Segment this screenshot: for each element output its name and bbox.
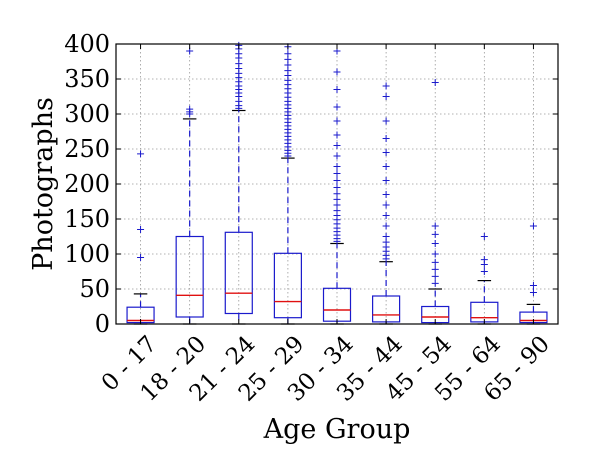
outlier-point: [382, 222, 390, 230]
outlier-point: [431, 222, 439, 230]
outlier-point: [431, 79, 439, 86]
y-tick-label: 250: [64, 135, 110, 163]
outlier-point: [382, 117, 390, 125]
outlier-point: [333, 177, 341, 184]
y-axis-label: Photographs: [28, 97, 59, 271]
outlier-point: [382, 191, 390, 198]
outlier-point: [333, 117, 341, 125]
y-tick-label: 350: [64, 65, 110, 93]
outlier-point: [431, 265, 439, 273]
outlier-point: [137, 254, 145, 261]
outlier-point: [284, 50, 292, 58]
outlier-point: [431, 279, 439, 287]
y-tick-label: 400: [64, 30, 110, 58]
outlier-point: [137, 226, 145, 233]
outlier-point: [333, 86, 341, 93]
outlier-point: [382, 212, 390, 219]
outlier-point: [382, 177, 390, 184]
y-tick-label: 200: [64, 170, 110, 198]
outlier-point: [382, 233, 390, 240]
outlier-point: [480, 256, 488, 264]
outlier-point: [529, 282, 537, 289]
outlier-point: [333, 131, 341, 139]
x-axis-label: Age Group: [263, 414, 411, 445]
outlier-point: [382, 82, 390, 90]
outlier-point: [431, 230, 439, 238]
y-tick-label: 300: [64, 100, 110, 128]
box-21-24: [224, 41, 253, 325]
outlier-point: [382, 163, 390, 170]
outlier-point: [382, 93, 390, 100]
box-series: [126, 41, 548, 325]
outlier-point: [480, 268, 488, 275]
outlier-point: [431, 240, 439, 247]
outlier-point: [333, 103, 341, 111]
box-25-29: [273, 43, 302, 325]
box-35-44: [372, 82, 401, 325]
iqr-box: [224, 231, 253, 315]
outlier-point: [333, 142, 341, 149]
iqr-box: [273, 252, 302, 319]
outlier-point: [431, 272, 439, 280]
outlier-point: [333, 170, 341, 177]
y-tick-label: 150: [64, 205, 110, 233]
outlier-point: [333, 68, 341, 76]
box-55-64: [470, 233, 499, 325]
outlier-point: [333, 163, 341, 170]
box-30-34: [322, 47, 352, 325]
outlier-point: [529, 222, 537, 230]
outlier-point: [431, 258, 439, 266]
box-18-20: [175, 47, 204, 325]
y-tick-label: 100: [64, 240, 110, 268]
outlier-point: [186, 105, 194, 113]
outlier-point: [382, 201, 390, 209]
y-tick-label: 0: [95, 310, 110, 338]
outlier-point: [333, 152, 341, 160]
outlier-point: [431, 250, 439, 258]
outlier-point: [529, 289, 537, 296]
y-tick-label: 50: [79, 275, 110, 303]
iqr-box: [175, 235, 204, 318]
outlier-point: [333, 190, 341, 198]
outlier-point: [137, 150, 145, 158]
outlier-point: [382, 135, 390, 142]
outlier-point: [480, 233, 488, 240]
outlier-point: [333, 184, 341, 191]
outlier-point: [382, 149, 390, 156]
